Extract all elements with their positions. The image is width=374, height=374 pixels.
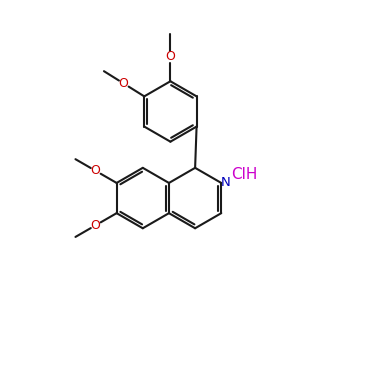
Text: O: O <box>165 50 175 63</box>
Text: O: O <box>90 164 100 177</box>
Text: N: N <box>221 177 231 190</box>
Text: O: O <box>90 219 100 232</box>
Text: O: O <box>119 77 128 90</box>
Text: ClH: ClH <box>231 166 257 182</box>
